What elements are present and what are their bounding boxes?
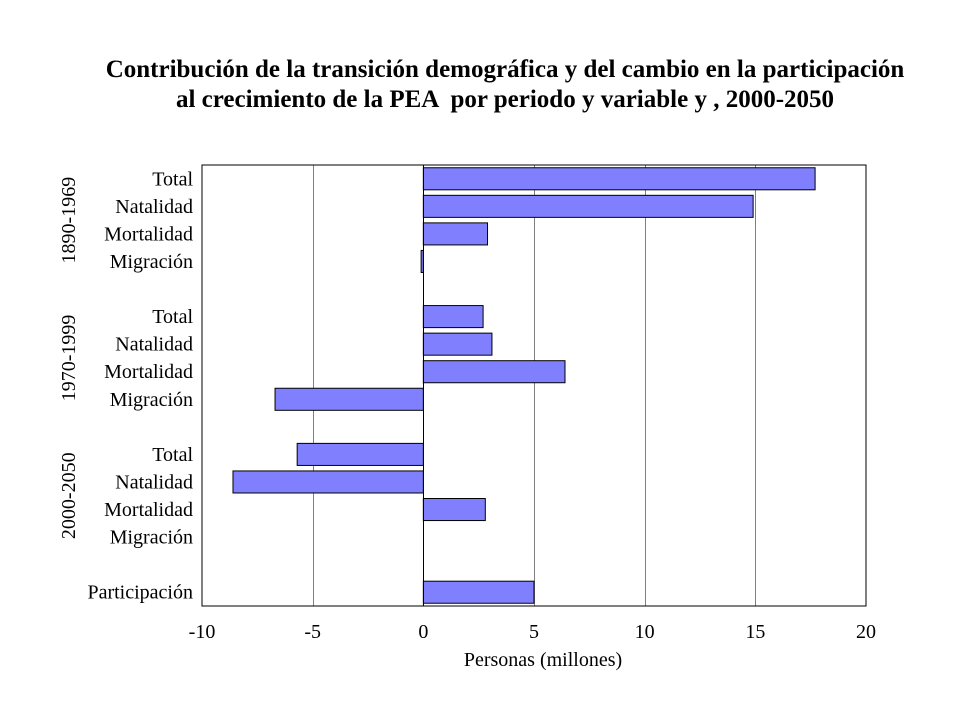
category-label-1890-1969-total: Total [152, 168, 193, 190]
x-tick-label: -10 [189, 621, 216, 643]
category-label-participacion: Participación [87, 582, 193, 604]
bar-1970-1999-migracion [274, 387, 424, 411]
category-label-2000-2050-migracion: Migración [110, 527, 193, 549]
chart-title-line-2: al crecimiento de la PEA por periodo y v… [176, 86, 834, 113]
category-labels: Total Natalidad Mortalidad Migración Total Na… [87, 168, 193, 603]
category-label-1970-1999-total: Total [152, 306, 193, 328]
category-label-1890-1969-natalidad: Natalidad [115, 196, 193, 218]
group-label-1890-1969: 1890-1969 [58, 177, 80, 264]
category-label-2000-2050-total: Total [152, 444, 193, 466]
x-tick-label: 15 [745, 621, 765, 643]
bars [232, 167, 816, 604]
bar-participacion [422, 580, 535, 604]
category-label-1890-1969-migracion: Migración [110, 251, 193, 273]
category-label-1970-1999-migracion: Migración [110, 389, 193, 411]
x-tick-label: 5 [529, 621, 539, 643]
x-tick-label: -5 [304, 621, 321, 643]
group-label-1970-1999: 1970-1999 [58, 315, 80, 402]
category-label-2000-2050-mortalidad: Mortalidad [104, 499, 193, 521]
x-tick-label: 0 [418, 621, 428, 643]
x-tick-labels: -10 -5 0 5 10 15 20 [189, 621, 876, 643]
bar-1890-1969-natalidad [422, 194, 754, 218]
category-label-2000-2050-natalidad: Natalidad [115, 471, 193, 493]
x-tick-label: 10 [635, 621, 655, 643]
bar-2000-2050-natalidad [232, 470, 424, 494]
chart-title-line-1: Contribución de la transición demográfic… [106, 56, 905, 83]
bar-1890-1969-mortalidad [422, 222, 489, 246]
group-labels: 1890-1969 1970-1999 2000-2050 [58, 177, 80, 539]
x-tick-label: 20 [856, 621, 876, 643]
bar-1970-1999-mortalidad [422, 360, 566, 384]
category-label-1890-1969-mortalidad: Mortalidad [104, 223, 193, 245]
category-label-1970-1999-natalidad: Natalidad [115, 334, 193, 356]
bar-1890-1969-total [422, 167, 816, 191]
bar-2000-2050-mortalidad [422, 498, 486, 522]
bar-1970-1999-total [422, 305, 484, 329]
group-label-2000-2050: 2000-2050 [58, 452, 80, 539]
x-axis-label: Personas (millones) [464, 649, 622, 671]
gridlines [313, 165, 756, 606]
category-label-1970-1999-mortalidad: Mortalidad [104, 361, 193, 383]
plot-area-border [201, 164, 867, 607]
bar-1970-1999-natalidad [422, 332, 493, 356]
bar-2000-2050-total [296, 442, 424, 466]
